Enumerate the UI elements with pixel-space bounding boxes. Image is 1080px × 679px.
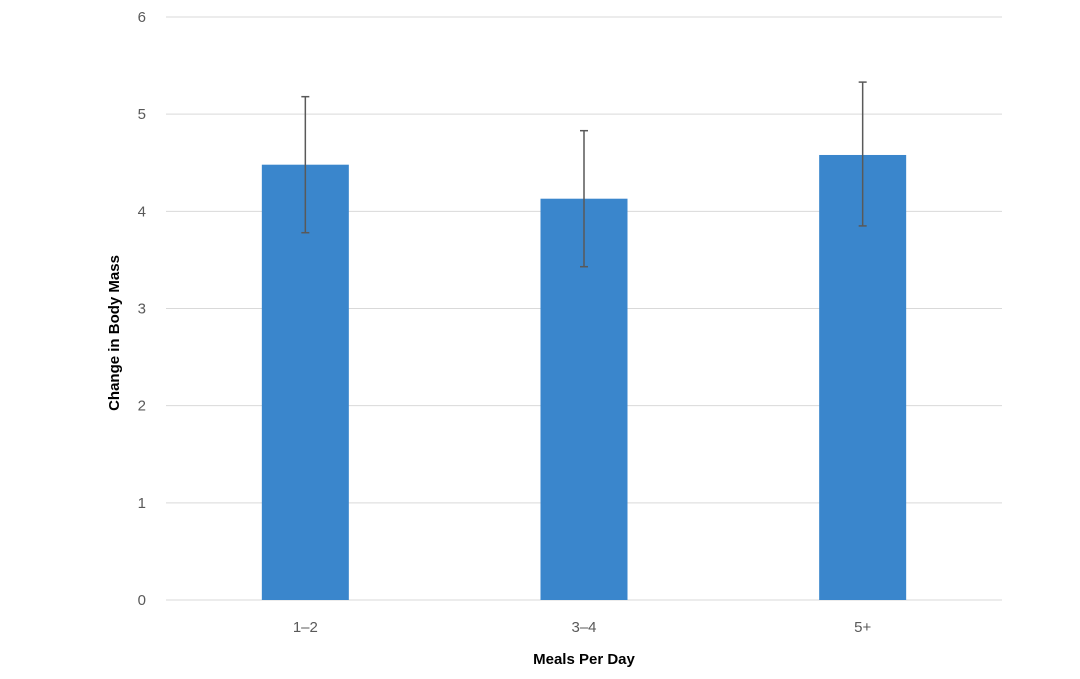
y-tick-label: 6 (138, 9, 146, 26)
error-bar (301, 95, 310, 234)
x-tick-label: 5+ (854, 619, 871, 636)
y-tick-label: 3 (138, 301, 146, 318)
x-axis-ticks: 1–2 3–4 5+ (293, 619, 872, 636)
x-axis-title: Meals Per Day (533, 651, 635, 668)
error-bar (580, 129, 588, 268)
y-axis-title: Change in Body Mass (106, 255, 123, 411)
y-tick-label: 0 (138, 592, 146, 609)
y-tick-label: 5 (138, 106, 146, 123)
y-tick-label: 4 (138, 203, 146, 220)
y-tick-label: 2 (138, 398, 146, 415)
x-tick-label: 3–4 (571, 619, 596, 636)
bar (261, 164, 349, 600)
y-tick-label: 1 (138, 495, 146, 512)
y-axis-ticks: 0 1 2 3 4 5 6 (138, 9, 146, 609)
error-bars (301, 81, 867, 268)
x-tick-label: 1–2 (293, 619, 318, 636)
bar (819, 154, 907, 600)
error-bar (858, 81, 867, 227)
